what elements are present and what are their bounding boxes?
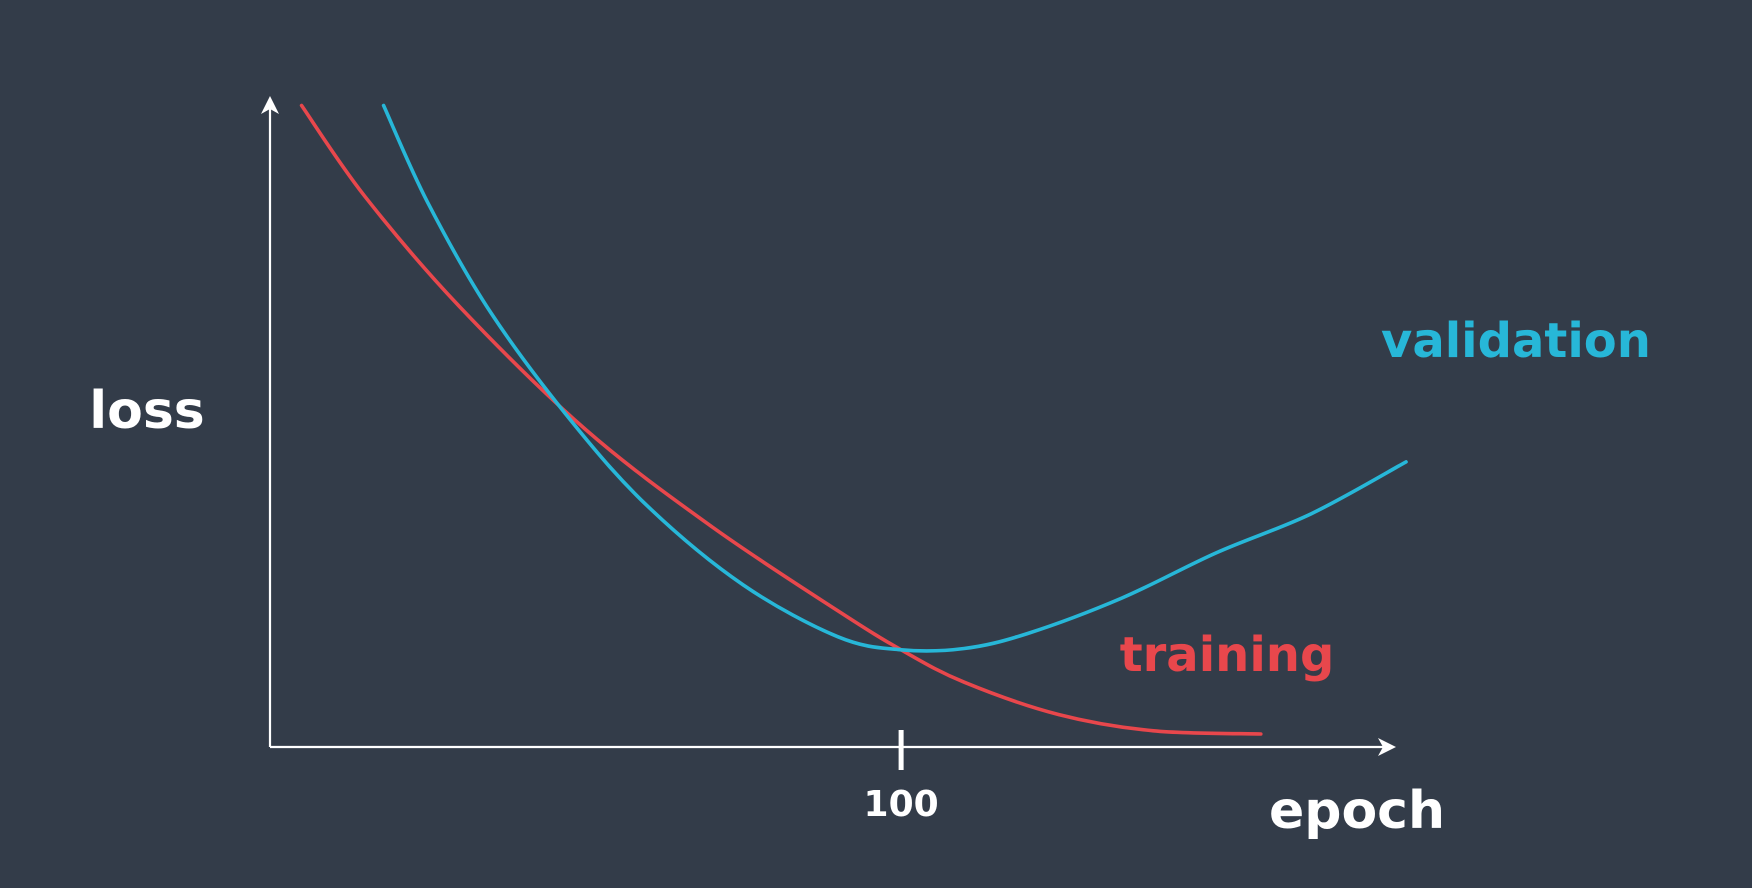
x-axis-arrow <box>1378 738 1396 756</box>
chart-axes <box>261 96 1396 756</box>
training-series-label: training <box>1120 627 1335 683</box>
training-series-line <box>299 103 1263 736</box>
x-axis-label: epoch <box>1269 781 1445 841</box>
series-layer <box>299 103 1408 736</box>
x-tick-label: 100 <box>864 784 939 825</box>
validation-series-line <box>381 103 1408 653</box>
y-axis-label: loss <box>89 381 204 441</box>
validation-series-label: validation <box>1381 313 1651 369</box>
y-axis-arrow <box>261 96 279 114</box>
x-ticks: 100 <box>864 730 939 825</box>
